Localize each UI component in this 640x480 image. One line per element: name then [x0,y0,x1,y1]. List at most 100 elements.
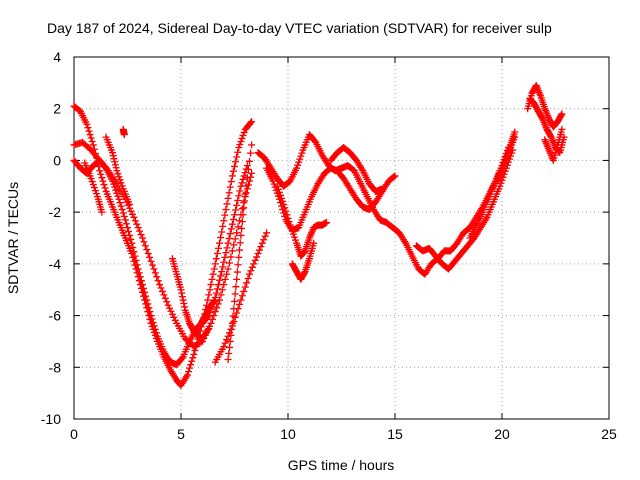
data-point [294,161,302,169]
data-point [217,291,225,299]
data-point [117,179,125,187]
data-point [283,211,291,219]
data-point [145,304,153,312]
data-point [258,239,266,247]
y-tick-label: 4 [53,49,61,65]
data-point [240,172,248,180]
series-track-p [412,146,517,273]
data-point [232,158,240,166]
data-point [87,134,95,142]
data-point [243,279,251,287]
series-track-i [211,229,271,366]
data-point [214,281,222,289]
data-point [144,250,152,258]
data-point [178,289,186,297]
data-point [228,247,236,255]
data-point [206,286,214,294]
data-point [224,356,232,364]
data-point [289,230,297,238]
data-point [136,273,144,281]
data-point [496,182,504,190]
data-point [229,312,237,320]
data-point [186,364,194,372]
series-track-h [194,296,219,332]
data-point [231,297,238,305]
data-point [211,308,219,316]
data-point [231,290,239,298]
data-point [228,220,236,228]
data-point [235,300,243,308]
data-point [161,294,169,302]
data-point [213,285,221,293]
data-point [213,250,221,258]
data-point [244,165,252,173]
data-point [219,222,227,230]
data-point [178,354,186,362]
data-point [284,214,292,222]
data-point [229,167,237,175]
data-point [143,296,151,304]
data-point [149,318,157,326]
data-point [118,182,126,190]
data-point [293,164,301,172]
data-point [224,239,232,247]
data-point [190,350,198,358]
data-point [231,211,238,219]
data-point [244,275,252,283]
data-point [137,231,145,239]
data-point [229,215,237,223]
data-point [140,284,148,292]
data-point [300,248,308,256]
x-tick-label: 10 [280,426,296,442]
data-point [116,176,124,184]
data-point [227,253,235,261]
data-point [300,269,308,277]
data-point [204,296,212,304]
data-point [148,315,156,323]
data-point [240,204,248,212]
data-point [126,231,134,239]
data-point [170,313,178,321]
data-point [205,291,213,299]
data-point [234,148,242,156]
data-point [210,265,218,273]
data-point [129,243,137,251]
series-track-t [526,94,568,157]
data-point [96,167,104,175]
data-point [247,149,255,157]
data-point [282,207,290,215]
x-tick-label: 0 [70,426,78,442]
data-point [285,218,293,226]
data-point [241,283,249,291]
data-point [218,268,226,276]
data-point [237,137,245,145]
y-tick-label: -2 [49,204,62,220]
data-point [310,239,318,247]
data-point [124,224,131,232]
data-point [220,343,228,351]
x-tick-label: 25 [601,426,617,442]
data-point [222,206,230,214]
data-point [113,189,121,197]
data-point [216,276,224,284]
data-point [296,155,304,163]
y-tick-label: -4 [49,256,62,272]
data-point [114,192,122,200]
data-point [219,263,227,271]
data-point [235,246,243,254]
data-point [109,149,117,157]
data-point [178,293,186,301]
data-point [119,209,127,217]
data-point [221,275,229,283]
data-point [223,200,231,208]
data-point [146,253,154,261]
data-point [279,197,287,205]
data-point [134,224,142,232]
data-point [227,331,235,339]
data-point [238,292,246,300]
data-point [240,197,248,205]
data-point [263,229,271,237]
data-point [221,253,229,261]
data-point [224,265,232,273]
data-point [298,149,306,157]
